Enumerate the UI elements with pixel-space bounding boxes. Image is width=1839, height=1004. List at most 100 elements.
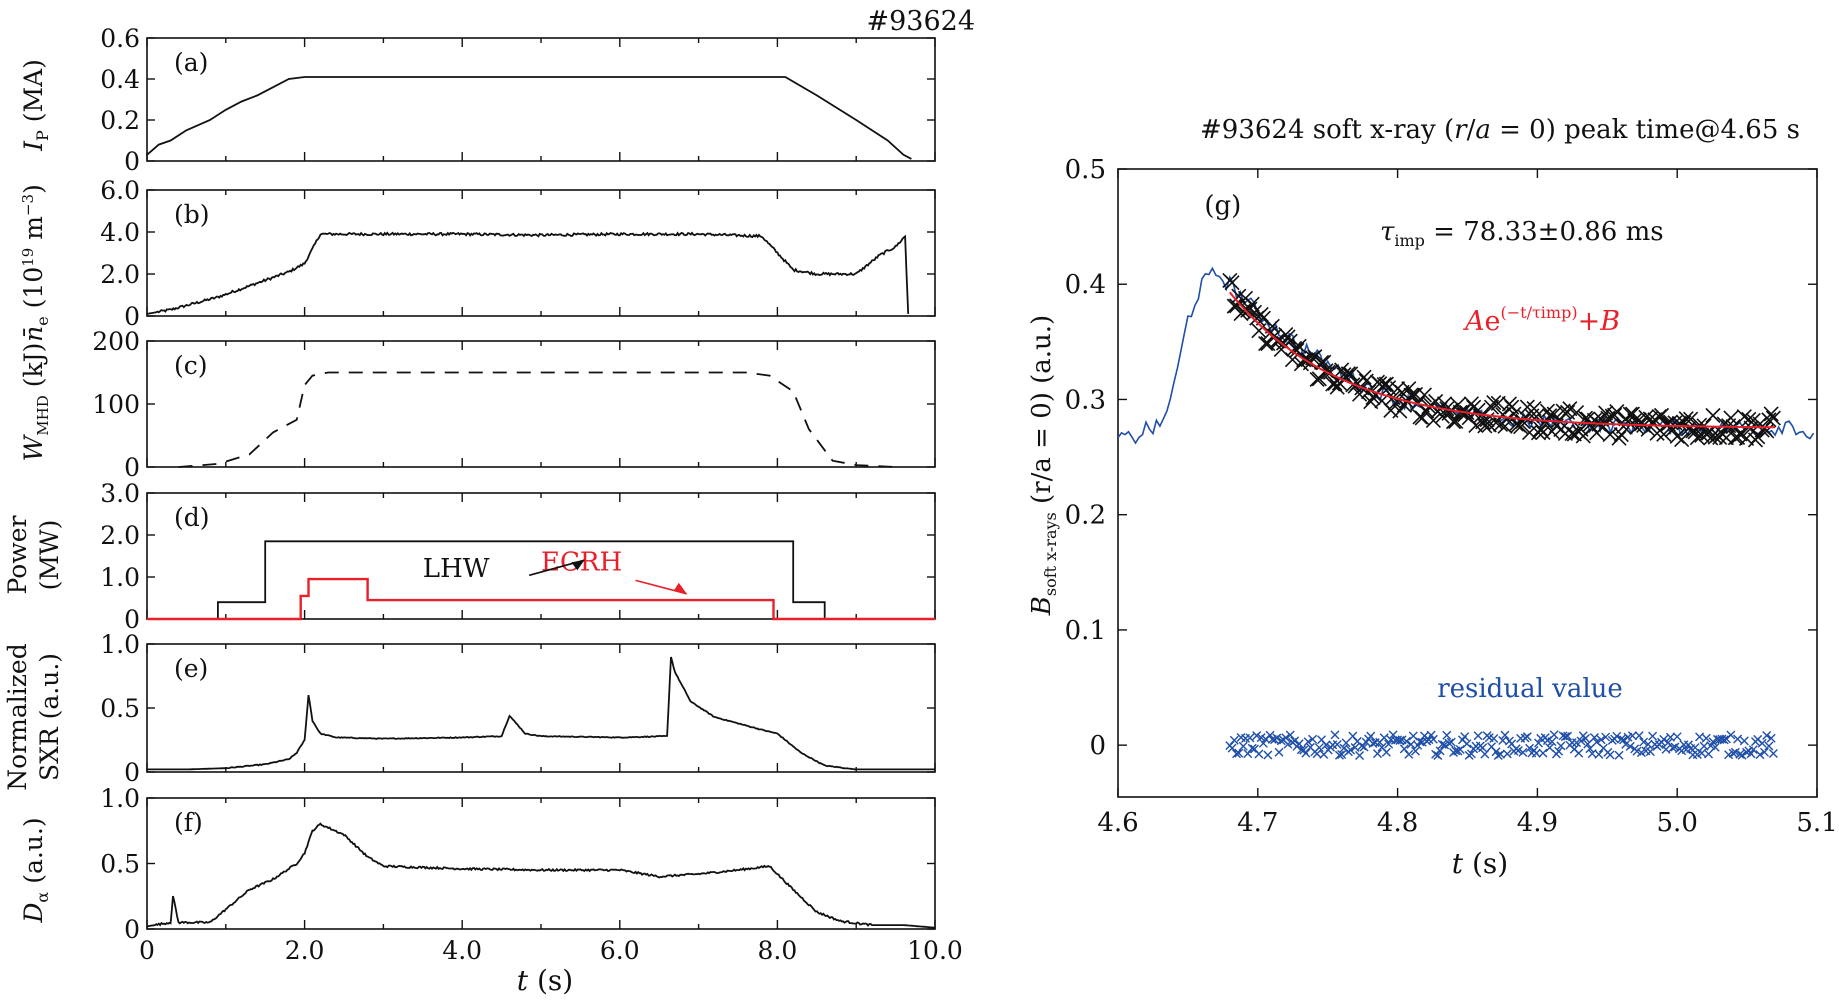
marker-residual	[1308, 734, 1318, 744]
marker-residual	[1281, 733, 1291, 743]
panel-tag: (g)	[1204, 191, 1241, 221]
marker-residual	[1730, 747, 1740, 757]
marker-measured	[1416, 387, 1433, 403]
marker-residual	[1332, 740, 1342, 750]
marker-residual	[1766, 733, 1776, 743]
marker-residual	[1768, 749, 1778, 759]
marker-residual	[1589, 732, 1599, 742]
marker-residual	[1764, 741, 1774, 751]
marker-residual	[1274, 747, 1284, 757]
xtick-label: 0	[139, 936, 155, 965]
marker-residual	[1739, 736, 1749, 746]
ytick-label: 1.0	[100, 630, 140, 659]
marker-residual	[1733, 734, 1743, 744]
marker-residual	[1227, 743, 1237, 753]
marker-residual	[1366, 731, 1376, 741]
ytick-label: 2.0	[100, 260, 140, 289]
marker-residual	[1759, 747, 1769, 757]
arrowhead-lhw	[571, 560, 585, 571]
marker-residual	[1346, 745, 1356, 755]
marker-measured	[1622, 406, 1638, 422]
marker-residual	[1368, 739, 1378, 749]
marker-residual	[1258, 738, 1268, 748]
marker-measured	[1607, 407, 1623, 423]
ylabel-g: Bsoft x-rays (r/a = 0) (a.u.)	[1027, 315, 1060, 616]
marker-measured	[1376, 377, 1392, 393]
panel-tag: (c)	[174, 351, 208, 380]
ylabel-f: Dα (a.u.)	[19, 817, 52, 923]
panel-tag: (a)	[174, 48, 208, 77]
xtick-label: 8.0	[758, 936, 798, 965]
marker-residual	[1404, 749, 1414, 759]
marker-residual	[1534, 738, 1544, 748]
marker-measured	[1736, 409, 1752, 425]
marker-residual	[1384, 739, 1394, 749]
ytick-label: 0	[124, 147, 140, 176]
ytick-label: 0.6	[100, 24, 140, 53]
ylabel-c: WMHD (kJ)	[19, 343, 52, 462]
marker-residual	[1442, 730, 1452, 740]
marker-measured	[1700, 425, 1717, 441]
series-ecrh	[147, 577, 935, 621]
marker-residual	[1699, 741, 1709, 751]
ytick-label: 3.0	[100, 479, 140, 508]
marker-residual	[1290, 736, 1300, 746]
marker-residual	[1757, 738, 1767, 748]
marker-residual	[1625, 741, 1635, 751]
marker-measured	[1486, 395, 1502, 411]
marker-residual	[1701, 733, 1711, 743]
marker-measured	[1372, 376, 1388, 392]
ytick-label: 0.4	[100, 65, 140, 94]
marker-residual	[1314, 743, 1324, 753]
marker-residual	[1661, 744, 1671, 754]
marker-measured	[1448, 413, 1464, 430]
marker-residual	[1621, 739, 1631, 749]
marker-residual	[1645, 747, 1655, 757]
marker-residual	[1556, 741, 1566, 751]
marker-measured	[1492, 416, 1509, 432]
marker-measured	[1653, 407, 1670, 423]
series-lhw	[147, 540, 935, 620]
panel-f: 0 0.5 1.0 0 2.0 4.0 6.0 8.0 10.0 (f)	[100, 784, 963, 965]
marker-residual	[1480, 749, 1490, 759]
marker-measured	[1566, 426, 1582, 442]
xtick-label: 4.9	[1517, 808, 1558, 838]
marker-measured	[1568, 405, 1585, 421]
marker-measured	[1490, 395, 1506, 411]
marker-measured	[1723, 410, 1739, 426]
marker-residual	[1341, 738, 1351, 748]
panel-d: 01.02.03.0(d)LHW ECRH	[100, 479, 936, 634]
ytick-label: 0.2	[100, 106, 140, 135]
panel-a: 0 0.2 0.4 0.6 (a)	[100, 24, 936, 176]
marker-residual	[1704, 749, 1714, 759]
arrowhead-ecrh	[673, 582, 687, 594]
marker-residual	[1627, 731, 1637, 741]
marker-measured	[1712, 429, 1728, 445]
xtick-label: 4.7	[1237, 808, 1278, 838]
ytick-label: 0	[124, 605, 140, 634]
marker-measured	[1671, 415, 1688, 431]
marker-measured	[1669, 428, 1685, 444]
ytick-label: 0	[124, 302, 140, 331]
series-i-p	[146, 76, 912, 160]
marker-residual	[1549, 730, 1559, 740]
xtick-label: 4.8	[1377, 808, 1418, 838]
marker-measured	[1765, 410, 1781, 426]
ytick-label: 6.0	[100, 176, 140, 205]
marker-residual	[1690, 743, 1700, 753]
marker-measured	[1763, 406, 1779, 422]
marker-residual	[1710, 742, 1720, 752]
ylabel-e-line2: SXR (a.u.)	[35, 653, 64, 781]
marker-residual	[1719, 735, 1729, 745]
marker-residual	[1580, 733, 1590, 743]
marker-residual	[1478, 743, 1488, 753]
marker-residual	[1518, 747, 1528, 757]
marker-measured	[1647, 412, 1663, 428]
ytick-label: 1.0	[100, 563, 140, 592]
marker-residual	[1334, 750, 1344, 760]
panel-tag: (d)	[174, 503, 210, 532]
marker-residual	[1321, 740, 1331, 750]
marker-measured	[1378, 376, 1394, 392]
ylabel-d-line2: (MW)	[35, 520, 64, 591]
